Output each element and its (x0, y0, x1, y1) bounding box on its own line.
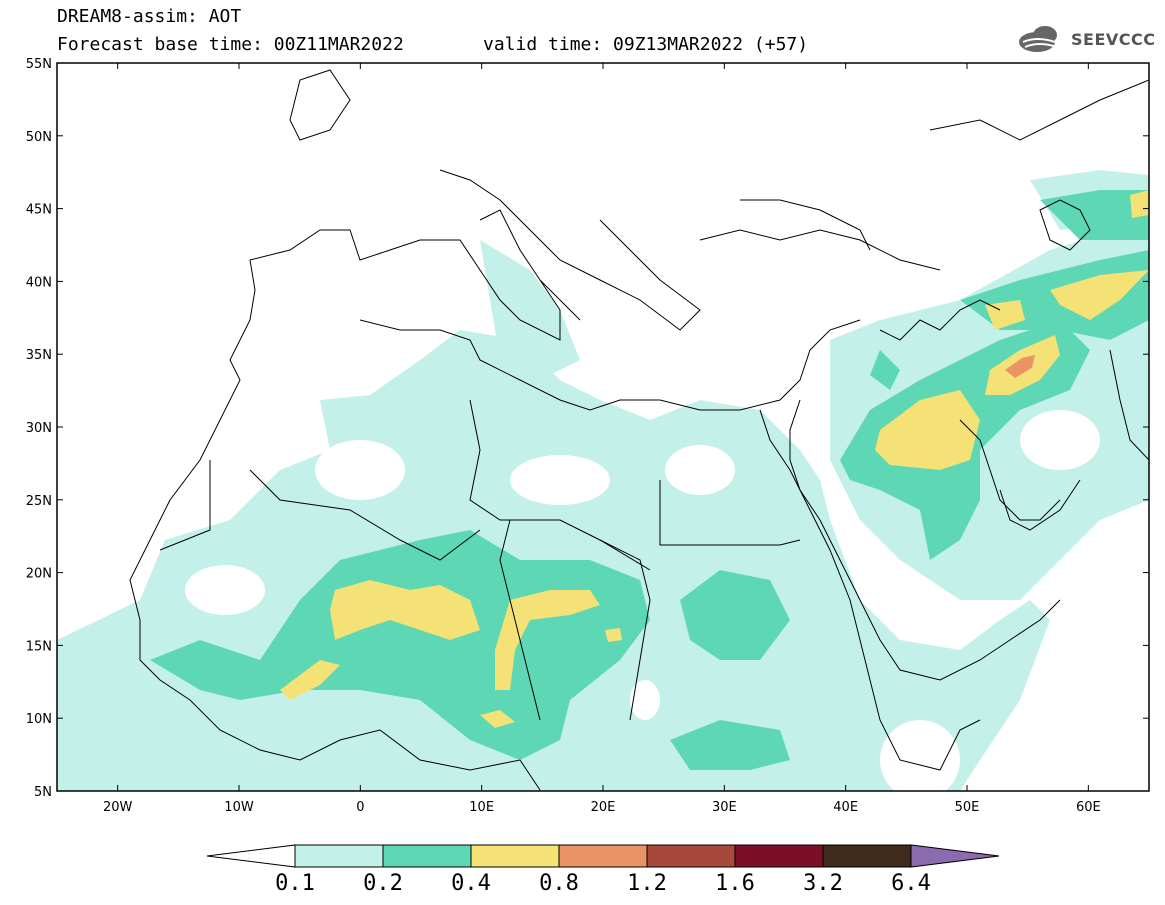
colorbar-box (646, 844, 736, 868)
lon-label: 50E (955, 800, 980, 815)
colorbar-box (822, 844, 912, 868)
colorbar-box (382, 844, 472, 868)
colorbar-level-label: 0.1 (275, 871, 315, 896)
colorbar-level-label: 0.2 (363, 871, 403, 896)
colorbar-level-label: 6.4 (891, 871, 931, 896)
lat-label: 30N (26, 421, 52, 436)
colorbar-box (294, 844, 384, 868)
colorbar-box (734, 844, 824, 868)
lat-label: 15N (26, 639, 52, 654)
lon-label: 60E (1076, 800, 1101, 815)
lon-label: 40E (833, 800, 858, 815)
lat-label: 20N (26, 567, 52, 582)
colorbar-level-label: 0.8 (539, 871, 579, 896)
lat-label: 40N (26, 275, 52, 290)
lat-label: 25N (26, 494, 52, 509)
lon-label: 10E (469, 800, 494, 815)
colorbar-level-label: 1.6 (715, 871, 755, 896)
forecast-base-time: Forecast base time: 00Z11MAR2022 (57, 34, 404, 55)
colorbar-box (558, 844, 648, 868)
logo-text: SEEVCCC (1071, 30, 1156, 49)
aot-clear-areas (185, 410, 1100, 791)
colorbar-level-label: 1.2 (627, 871, 667, 896)
colorbar-high-arrow (910, 844, 1000, 868)
lat-label: 35N (26, 348, 52, 363)
lon-label: 20W (103, 800, 133, 815)
lon-label: 20E (591, 800, 616, 815)
lat-label: 10N (26, 712, 52, 727)
latitude-axis: 55N 50N 45N 40N 35N 30N 25N 20N 15N 10N 5N (26, 57, 1149, 800)
coastlines (129, 69, 1149, 791)
seevccc-logo-icon (1019, 26, 1058, 52)
colorbar (206, 844, 1000, 868)
colorbar-low-arrow (206, 844, 296, 868)
map-title: DREAM8-assim: AOT (57, 6, 242, 27)
aot-level-0.8 (1005, 355, 1035, 378)
lat-label: 50N (26, 130, 52, 145)
lon-label: 30E (712, 800, 737, 815)
longitude-axis: 20W 10W 0 10E 20E 30E 40E 50E 60E (103, 63, 1101, 815)
lat-label: 45N (26, 203, 52, 218)
lat-label: 55N (26, 57, 52, 72)
lon-label: 10W (224, 800, 254, 815)
lat-label: 5N (34, 785, 52, 800)
colorbar-box (470, 844, 560, 868)
colorbar-level-label: 0.4 (451, 871, 491, 896)
colorbar-level-label: 3.2 (803, 871, 843, 896)
aot-fields (57, 170, 1149, 791)
valid-time: valid time: 09Z13MAR2022 (+57) (483, 34, 809, 55)
lon-label: 0 (356, 800, 364, 815)
